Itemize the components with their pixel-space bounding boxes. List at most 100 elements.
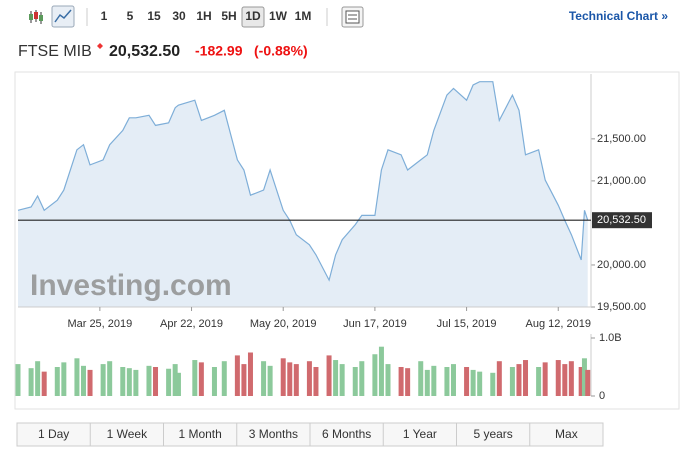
chart-frame [14, 71, 680, 410]
volume-bar [313, 367, 319, 396]
volume-tick-label: 0 [599, 390, 605, 402]
range-button[interactable]: Max [555, 427, 578, 441]
volume-bar [35, 361, 41, 396]
volume-bar [405, 368, 411, 396]
interval-button[interactable]: 30 [172, 9, 186, 23]
volume-bar [198, 362, 204, 396]
volume-bar [192, 360, 198, 396]
price: 20,532.50 [109, 43, 180, 60]
interval-button[interactable]: 1H [196, 9, 211, 23]
volume-bar [418, 361, 424, 396]
last-value-label: 20,532.50 [597, 214, 646, 226]
volume-bar [234, 355, 240, 396]
interval-button[interactable]: 5H [221, 9, 236, 23]
volume-bar [100, 364, 106, 396]
volume-bar [28, 368, 34, 396]
x-tick-label: Aug 12, 2019 [526, 318, 591, 330]
volume-bar [555, 360, 561, 396]
volume-bar [372, 354, 378, 396]
range-button[interactable]: 3 Months [249, 427, 298, 441]
range-button[interactable]: 1 Day [38, 427, 69, 441]
volume-bar [326, 355, 332, 396]
range-button[interactable]: 6 Months [322, 427, 371, 441]
volume-bar [287, 362, 293, 396]
volume-bar [581, 358, 587, 396]
interval-button[interactable]: 15 [147, 9, 161, 23]
interval-button[interactable]: 1M [295, 9, 312, 23]
volume-bar [166, 368, 172, 396]
volume-bar [424, 369, 430, 396]
interval-button[interactable]: 1W [269, 9, 288, 23]
volume-bar [61, 362, 67, 396]
volume-bar [15, 364, 21, 396]
volume-bar [378, 346, 384, 396]
volume-bar [450, 364, 456, 396]
volume-bar [41, 371, 47, 396]
last-value-box [592, 212, 652, 229]
volume-bar [523, 360, 529, 396]
range-button[interactable]: 5 years [473, 427, 512, 441]
plot: Investing.com 19,500.00 20,000.00 21,000.00… [15, 74, 652, 402]
volume-bar [306, 361, 312, 396]
volume-bar [352, 367, 358, 396]
volume-bar [247, 352, 253, 396]
y-tick-label: 21,500.00 [597, 133, 646, 145]
volume-bar [339, 364, 345, 396]
volume-bar [74, 358, 80, 396]
volume-bar [490, 372, 496, 396]
instrument-name: FTSE MIB [18, 43, 92, 60]
volume-bar [516, 364, 522, 396]
volume-bar [126, 368, 132, 396]
line-icon[interactable] [51, 5, 75, 28]
down-marker [97, 43, 103, 49]
x-tick-label: Apr 22, 2019 [160, 318, 223, 330]
volume-bar [470, 369, 476, 396]
volume-bar [333, 360, 339, 396]
volume-bar [359, 361, 365, 396]
x-tick-label: Jun 17, 2019 [343, 318, 407, 330]
x-tick-label: Jul 15, 2019 [437, 318, 497, 330]
interval-active-bg[interactable] [241, 6, 265, 28]
range-button[interactable]: 1 Month [178, 427, 221, 441]
volume-bar [444, 367, 450, 396]
volume-bar [578, 367, 584, 396]
settings-icon[interactable] [341, 6, 364, 28]
range-button[interactable]: 1 Year [403, 427, 437, 441]
icon-body [29, 14, 33, 20]
icon-stroke [54, 9, 72, 23]
technical-chart-link[interactable]: Technical Chart » [569, 9, 668, 23]
interval-button[interactable]: 5 [127, 9, 134, 23]
volume-bar [536, 367, 542, 396]
icon-stroke [345, 10, 360, 24]
change-percent: (-0.88%) [254, 43, 308, 59]
volume-bar [241, 364, 247, 396]
interval-button[interactable]: 1 [101, 9, 108, 23]
y-tick-label: 20,000.00 [597, 259, 646, 271]
candles-icon[interactable] [26, 8, 46, 26]
volume-bar [568, 361, 574, 396]
volume-bar [54, 367, 60, 396]
range-bar: 1 Day 1 Week 1 Month 3 Months 6 Months 1 Year… [16, 422, 604, 447]
y-tick-label: 19,500.00 [597, 301, 646, 313]
volume-bar [87, 369, 93, 396]
watermark: Investing.com [30, 269, 232, 302]
area [18, 81, 588, 307]
volume-bar [496, 361, 502, 396]
volume-bar [293, 364, 299, 396]
range-button[interactable]: 1 Week [107, 427, 148, 441]
volume-bar [133, 369, 139, 396]
volume-bar [431, 365, 437, 396]
volume-bar [175, 372, 181, 396]
volume-bar [267, 365, 273, 396]
volume-bar [562, 364, 568, 396]
y-tick-label: 21,000.00 [597, 175, 646, 187]
price-line [17, 81, 589, 282]
interval-button[interactable]: 1D [245, 9, 261, 23]
volume-bar [146, 365, 152, 396]
volume-bar [542, 362, 548, 396]
volume-bar [261, 361, 267, 396]
volume-bar [385, 364, 391, 396]
volume-bar [585, 369, 591, 396]
